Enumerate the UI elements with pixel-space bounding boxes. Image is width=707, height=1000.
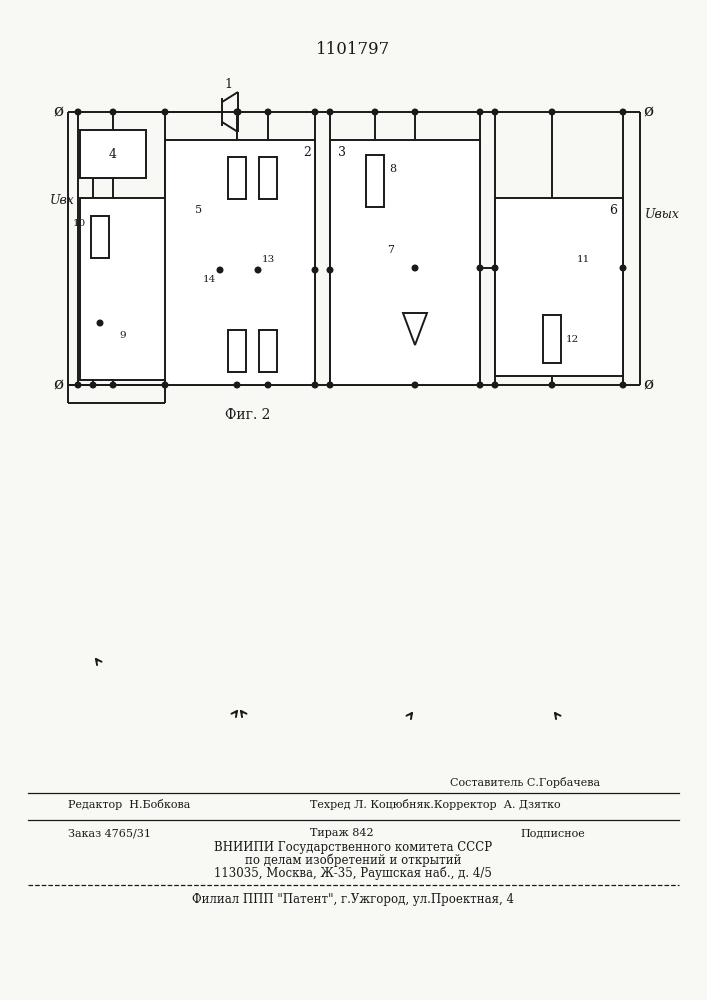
Circle shape: [75, 382, 81, 388]
Text: 6: 6: [609, 204, 617, 217]
Text: Заказ 4765/31: Заказ 4765/31: [68, 828, 151, 838]
Circle shape: [110, 109, 116, 115]
Text: ВНИИПИ Государственного комитета СССР: ВНИИПИ Государственного комитета СССР: [214, 840, 492, 854]
Circle shape: [412, 265, 418, 271]
Text: 9: 9: [119, 330, 126, 340]
Circle shape: [620, 382, 626, 388]
Text: Техред Л. Коцюбняк.Корректор  А. Дзятко: Техред Л. Коцюбняк.Корректор А. Дзятко: [310, 800, 561, 810]
Bar: [165, 140, 315, 385]
Circle shape: [265, 109, 271, 115]
Circle shape: [620, 109, 626, 115]
Circle shape: [412, 109, 418, 115]
Circle shape: [75, 109, 81, 115]
Circle shape: [234, 109, 240, 115]
Circle shape: [327, 382, 333, 388]
Circle shape: [255, 267, 261, 273]
Circle shape: [162, 109, 168, 115]
Text: Подписное: Подписное: [520, 828, 585, 838]
Text: 8: 8: [389, 164, 396, 174]
Text: 12: 12: [566, 334, 579, 344]
Circle shape: [327, 267, 333, 273]
Text: 14: 14: [203, 275, 216, 284]
Circle shape: [620, 265, 626, 271]
Text: Редактор  Н.Бобкова: Редактор Н.Бобкова: [68, 800, 190, 810]
Polygon shape: [403, 313, 427, 345]
Text: ø: ø: [643, 376, 653, 393]
Circle shape: [312, 109, 318, 115]
Circle shape: [412, 382, 418, 388]
Text: 11: 11: [577, 255, 590, 264]
Text: Филиал ППП "Патент", г.Ужгород, ул.Проектная, 4: Филиал ППП "Патент", г.Ужгород, ул.Проек…: [192, 894, 514, 906]
Bar: [228, 330, 246, 372]
Bar: [543, 315, 561, 363]
Circle shape: [234, 382, 240, 388]
Text: по делам изобретений и открытий: по делам изобретений и открытий: [245, 853, 461, 867]
Circle shape: [492, 265, 498, 271]
Circle shape: [492, 109, 498, 115]
Text: Uвх: Uвх: [49, 194, 74, 207]
Text: Uвых: Uвых: [645, 209, 680, 222]
Text: Фиг. 2: Фиг. 2: [226, 408, 271, 422]
Text: Составитель С.Горбачева: Составитель С.Горбачева: [450, 776, 600, 788]
Circle shape: [312, 382, 318, 388]
Circle shape: [97, 320, 103, 326]
Bar: [259, 157, 277, 199]
Circle shape: [162, 382, 168, 388]
Circle shape: [327, 109, 333, 115]
Bar: [228, 157, 246, 199]
Text: 2: 2: [303, 145, 311, 158]
Text: ø: ø: [643, 104, 653, 120]
Circle shape: [235, 109, 241, 115]
Text: 1101797: 1101797: [316, 41, 390, 58]
Circle shape: [372, 109, 378, 115]
Bar: [80, 130, 146, 178]
Circle shape: [492, 382, 498, 388]
Bar: [330, 140, 480, 385]
Text: 113035, Москва, Ж-35, Раушская наб., д. 4/5: 113035, Москва, Ж-35, Раушская наб., д. …: [214, 866, 492, 880]
Bar: [495, 198, 623, 376]
Circle shape: [549, 109, 555, 115]
Circle shape: [90, 382, 96, 388]
Circle shape: [110, 382, 116, 388]
Circle shape: [477, 265, 483, 271]
Circle shape: [477, 109, 483, 115]
Circle shape: [265, 382, 271, 388]
Circle shape: [549, 382, 555, 388]
Text: ø: ø: [53, 104, 63, 120]
Text: 4: 4: [109, 147, 117, 160]
Bar: [366, 155, 384, 207]
Text: 7: 7: [387, 245, 395, 255]
Circle shape: [217, 267, 223, 273]
Text: 3: 3: [338, 145, 346, 158]
Text: 13: 13: [262, 255, 275, 264]
Text: Тираж 842: Тираж 842: [310, 828, 373, 838]
Text: 10: 10: [73, 220, 86, 229]
Bar: [80, 198, 207, 380]
Circle shape: [477, 382, 483, 388]
Circle shape: [312, 267, 318, 273]
Text: 5: 5: [195, 205, 203, 215]
Bar: [259, 330, 277, 372]
Text: 1: 1: [224, 78, 232, 91]
Bar: [91, 216, 109, 258]
Text: ø: ø: [53, 376, 63, 393]
